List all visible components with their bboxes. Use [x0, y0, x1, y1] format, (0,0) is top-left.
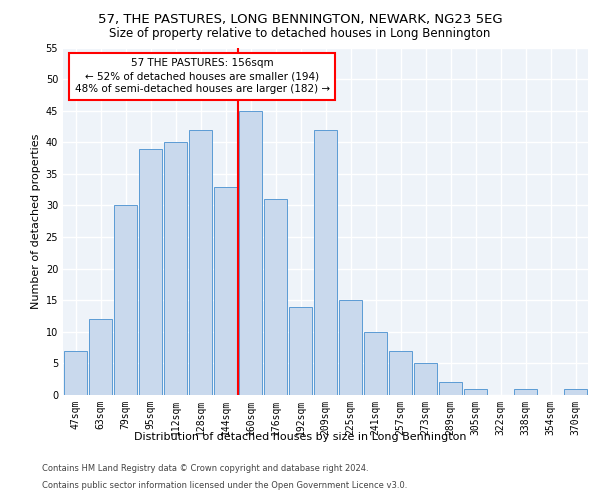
Bar — [214, 186, 238, 395]
Bar — [113, 206, 137, 395]
Bar — [314, 130, 337, 395]
Bar — [239, 110, 262, 395]
Text: 57, THE PASTURES, LONG BENNINGTON, NEWARK, NG23 5EG: 57, THE PASTURES, LONG BENNINGTON, NEWAR… — [98, 12, 502, 26]
Y-axis label: Number of detached properties: Number of detached properties — [31, 134, 41, 309]
Bar — [464, 388, 487, 395]
Bar — [514, 388, 538, 395]
Text: 57 THE PASTURES: 156sqm
← 52% of detached houses are smaller (194)
48% of semi-d: 57 THE PASTURES: 156sqm ← 52% of detache… — [74, 58, 329, 94]
Text: Contains HM Land Registry data © Crown copyright and database right 2024.: Contains HM Land Registry data © Crown c… — [42, 464, 368, 473]
Bar — [439, 382, 463, 395]
Text: Contains public sector information licensed under the Open Government Licence v3: Contains public sector information licen… — [42, 481, 407, 490]
Bar — [389, 351, 412, 395]
Bar — [89, 319, 112, 395]
Text: Size of property relative to detached houses in Long Bennington: Size of property relative to detached ho… — [109, 28, 491, 40]
Bar — [139, 148, 163, 395]
Bar — [289, 306, 313, 395]
Bar — [164, 142, 187, 395]
Bar — [413, 364, 437, 395]
Bar — [364, 332, 388, 395]
Bar — [188, 130, 212, 395]
Text: Distribution of detached houses by size in Long Bennington: Distribution of detached houses by size … — [134, 432, 466, 442]
Bar — [563, 388, 587, 395]
Bar — [263, 199, 287, 395]
Bar — [64, 351, 88, 395]
Bar — [338, 300, 362, 395]
